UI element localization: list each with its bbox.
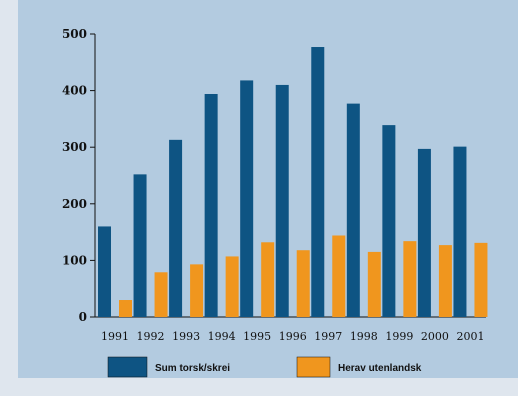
x-tick-label: 1992 <box>137 330 165 343</box>
legend-swatch-herav <box>296 356 331 378</box>
y-axis-ticks: 0 100 200 300 400 500 <box>62 27 95 324</box>
x-tick-label: 1996 <box>279 330 307 343</box>
bar-sum-torsk-skrei <box>275 84 289 317</box>
x-axis-ticks: 1991 1992 1993 1994 1995 1996 1997 1998 1999 2000… <box>101 330 484 343</box>
bar-herav-utenlandsk <box>403 241 417 317</box>
legend-label-herav: Herav utenlandsk <box>338 363 422 374</box>
x-tick-label: 1993 <box>172 330 200 343</box>
bar-herav-utenlandsk <box>154 272 168 317</box>
legend-swatch-sum <box>107 356 148 378</box>
bar-herav-utenlandsk <box>367 251 381 317</box>
bar-sum-torsk-skrei <box>311 47 325 317</box>
bar-herav-utenlandsk <box>225 256 239 317</box>
x-tick-label: 1991 <box>101 330 129 343</box>
y-tick-label: 500 <box>62 27 87 41</box>
x-tick-label: 1995 <box>243 330 271 343</box>
bar-sum-torsk-skrei <box>346 103 360 317</box>
bar-sum-torsk-skrei <box>98 226 111 317</box>
x-tick-label: 1998 <box>350 330 378 343</box>
bar-sum-torsk-skrei <box>417 148 431 317</box>
bar-herav-utenlandsk <box>119 300 132 317</box>
x-tick-label: 1994 <box>208 330 236 343</box>
bar-sum-torsk-skrei <box>169 139 183 317</box>
bar-sum-torsk-skrei <box>453 146 467 317</box>
y-tick-label: 400 <box>62 84 87 98</box>
y-tick-label: 200 <box>62 197 87 211</box>
x-tick-label: 1999 <box>385 330 413 343</box>
y-tick-label: 0 <box>79 310 87 324</box>
bar-sum-torsk-skrei <box>204 93 218 317</box>
bar-herav-utenlandsk <box>261 242 275 317</box>
bar-herav-utenlandsk <box>438 245 452 317</box>
bars-group <box>98 47 488 317</box>
bar-herav-utenlandsk <box>332 235 346 317</box>
bar-herav-utenlandsk <box>190 264 204 317</box>
x-tick-label: 2000 <box>421 330 449 343</box>
bar-herav-utenlandsk <box>474 242 488 317</box>
x-tick-label: 2001 <box>456 330 484 343</box>
y-tick-label: 100 <box>62 253 87 267</box>
bar-herav-utenlandsk <box>296 250 310 317</box>
bar-sum-torsk-skrei <box>133 174 147 317</box>
bar-sum-torsk-skrei <box>382 125 396 317</box>
bar-sum-torsk-skrei <box>240 80 254 317</box>
x-tick-label: 1997 <box>314 330 342 343</box>
legend: Sum torsk/skrei Herav utenlandsk <box>107 356 422 378</box>
y-tick-label: 300 <box>62 140 87 154</box>
legend-label-sum: Sum torsk/skrei <box>155 363 230 374</box>
